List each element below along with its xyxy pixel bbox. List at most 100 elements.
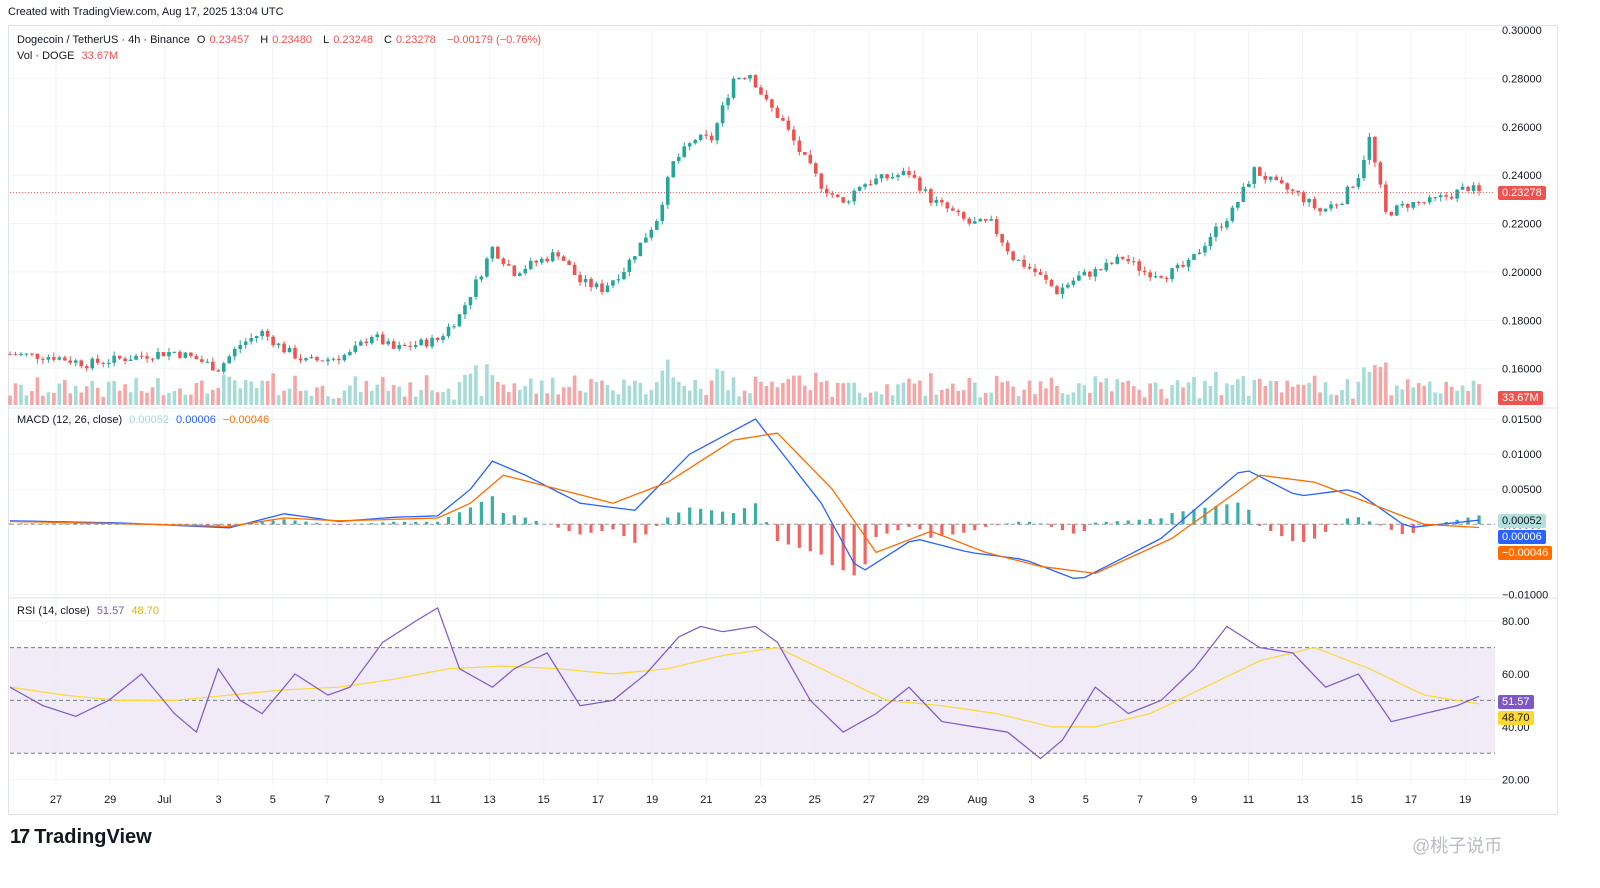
macd-histogram-bar	[622, 524, 626, 537]
volume-bar	[1296, 384, 1300, 405]
volume-bar	[408, 382, 412, 405]
candle-body	[605, 285, 610, 293]
open-label: O	[196, 34, 206, 46]
candle-body	[52, 357, 56, 360]
macd-histogram-bar	[359, 523, 363, 525]
volume-bar	[227, 376, 232, 405]
candle-body	[232, 348, 237, 357]
volume-bar	[1351, 398, 1355, 405]
candle-body	[1460, 186, 1465, 190]
candle-body	[161, 352, 166, 357]
candle-body	[211, 361, 215, 371]
candle-body	[265, 330, 270, 337]
axes: 0.16000 0.18000 0.20000 0.22000 0.24000 0.260…	[50, 25, 1548, 806]
candle-body	[227, 356, 232, 364]
candle-body	[1329, 204, 1333, 209]
candle-body	[633, 256, 637, 260]
candle-body	[1411, 201, 1416, 208]
volume-bar	[1301, 384, 1306, 405]
candle-body	[879, 174, 884, 179]
candle-body	[676, 156, 681, 162]
price-legend: Dogecoin / TetherUS · 4h · Binance O 0.23…	[17, 34, 545, 46]
volume-bar	[830, 396, 835, 405]
candle-body	[1077, 275, 1081, 281]
volume-bar	[1060, 393, 1065, 405]
candle-body	[1433, 197, 1437, 199]
volume-bar	[435, 392, 440, 405]
candle-body	[1334, 204, 1339, 206]
candle-body	[1131, 261, 1136, 263]
volume-bar	[8, 395, 12, 405]
candle-body	[221, 363, 226, 372]
volume-bar	[1268, 380, 1273, 405]
macd-histogram-bar	[1236, 502, 1240, 525]
volume-bar	[1055, 386, 1059, 405]
volume-bar	[600, 380, 604, 405]
price-tick-label: 0.20000	[1502, 267, 1542, 279]
close-value: C 0.23278	[384, 34, 440, 46]
volume-bar	[1192, 377, 1196, 405]
volume-bar	[972, 382, 977, 405]
volume-bar	[896, 384, 900, 405]
candle-body	[189, 352, 193, 357]
volume-bar	[901, 382, 906, 405]
volume-bar	[167, 393, 171, 405]
volume-bar	[1241, 376, 1246, 405]
candle-body	[123, 358, 127, 361]
volume-bar	[1208, 386, 1213, 405]
volume-bar	[951, 383, 955, 405]
time-tick-label: 13	[1296, 794, 1308, 806]
macd-histogram-bar	[863, 524, 867, 565]
volume-bar	[419, 389, 423, 405]
volume-bar	[715, 368, 719, 405]
volume-bar	[189, 394, 193, 405]
candle-body	[359, 341, 363, 346]
volume-bar	[1257, 378, 1262, 405]
candle-body	[967, 218, 972, 224]
volume-bar	[885, 384, 889, 405]
volume-bar	[1340, 389, 1344, 405]
candle-body	[1449, 196, 1454, 199]
candle-body	[178, 351, 182, 358]
volume-bar	[1197, 398, 1202, 405]
macd-histogram-bar	[1159, 518, 1163, 525]
candle-body	[550, 252, 555, 262]
tradingview-logo[interactable]: 17 TradingView	[10, 826, 152, 849]
volume-bar	[232, 380, 237, 405]
volume-bar	[1263, 385, 1268, 405]
volume-bar	[430, 390, 434, 405]
volume-bar	[868, 392, 873, 405]
candle-body	[1142, 270, 1147, 273]
macd-histogram-bar	[1104, 521, 1108, 525]
candle-body	[79, 360, 84, 367]
candle-body	[1455, 189, 1459, 199]
candle-body	[90, 358, 95, 369]
candle-body	[271, 336, 275, 346]
volume-bar	[1093, 376, 1098, 405]
volume-bar	[698, 388, 703, 405]
volume-bar	[786, 378, 791, 405]
volume-bar	[1455, 390, 1459, 405]
macd-histogram-bar	[457, 512, 462, 525]
candle-body	[293, 347, 297, 359]
volume-bar	[150, 387, 155, 405]
candle-body	[41, 358, 45, 360]
candle-body	[589, 278, 593, 288]
candle-body	[474, 279, 478, 297]
macd-histogram-bar	[534, 520, 538, 525]
macd-histogram-bar	[1126, 520, 1130, 525]
macd-legend: MACD (12, 26, close) 0.00052 0.00006 −0.…	[17, 414, 273, 426]
volume-bar	[616, 394, 621, 405]
candle-body	[205, 361, 210, 363]
volume-bar	[874, 391, 878, 405]
volume-bar	[424, 375, 429, 405]
candle-body	[19, 353, 23, 356]
macd-histogram-bar	[874, 524, 878, 537]
volume-bar	[1099, 382, 1103, 405]
macd-histogram-bar	[1225, 504, 1229, 525]
candle-body	[1044, 274, 1048, 280]
candle-body	[1373, 136, 1377, 163]
volume-bar	[13, 383, 18, 405]
macd-hist-value: 0.00052	[129, 414, 169, 426]
